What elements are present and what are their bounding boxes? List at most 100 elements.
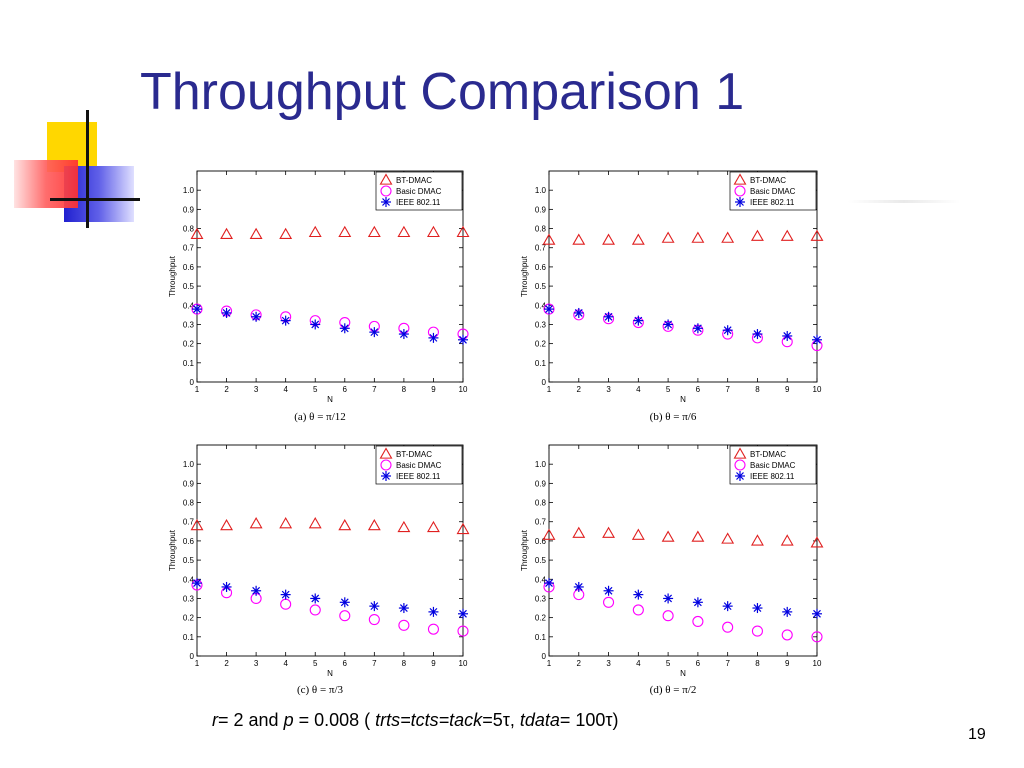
y-tick-label: 0.5: [183, 282, 195, 291]
legend-marker-circle: [380, 459, 392, 471]
legend-entry: Basic DMAC: [750, 187, 796, 196]
data-point-circle: [662, 610, 674, 622]
data-point-asterisk: [221, 581, 232, 592]
data-point-asterisk: [722, 601, 733, 612]
data-point-triangle: [308, 517, 322, 529]
chart-panel-3: 0 0.1 0.2 0.3 0.4 0.5 0.6 0.7 0.8 0.9 1.0 1 2 3 4 5 6 7 8 9…: [168, 444, 470, 696]
y-tick-label: 0.6: [535, 537, 547, 546]
panel-caption: (b) θ = π/6: [650, 411, 697, 423]
data-point-triangle: [691, 231, 705, 243]
horizontal-line: [50, 198, 140, 201]
data-point-triangle: [750, 229, 764, 241]
data-point-asterisk: [573, 581, 584, 592]
y-tick-label: 0.6: [183, 263, 195, 272]
legend-marker-circle: [734, 459, 746, 471]
x-tick-label: 4: [283, 385, 288, 394]
data-point-circle: [603, 596, 615, 608]
y-tick-label: 0.3: [183, 594, 195, 603]
data-point-triangle: [602, 526, 616, 538]
x-tick-label: 4: [283, 659, 288, 668]
y-axis-label: Throughput: [168, 255, 177, 297]
legend-entry: IEEE 802.11: [750, 472, 795, 481]
x-tick-label: 10: [459, 385, 468, 394]
x-tick-label: 1: [547, 659, 552, 668]
x-tick-label: 2: [577, 385, 582, 394]
data-point-asterisk: [782, 606, 793, 617]
data-point-triangle: [750, 534, 764, 546]
data-point-triangle: [602, 233, 616, 245]
caption-p-value: = 0.008 (: [293, 710, 376, 730]
y-tick-label: 0.4: [183, 301, 195, 310]
y-tick-label: 0.7: [535, 518, 547, 527]
y-tick-label: 0.1: [183, 359, 195, 368]
x-tick-label: 8: [402, 385, 407, 394]
chart-panel-1: 0 0.1 0.2 0.3 0.4 0.5 0.6 0.7 0.8 0.9 1.0 1 2 3 4 5 6 7 8 9…: [168, 170, 470, 423]
y-tick-label: 0: [542, 652, 547, 661]
legend-marker-circle: [734, 185, 746, 197]
data-point-asterisk: [428, 606, 439, 617]
y-tick-label: 0: [542, 378, 547, 387]
data-point-circle: [722, 621, 734, 633]
y-tick-label: 0.8: [183, 499, 195, 508]
data-point-circle: [692, 615, 704, 628]
y-tick-label: 0.9: [183, 205, 195, 214]
caption-times-value: =5τ,: [482, 710, 520, 730]
caption-r-label: r: [212, 710, 218, 730]
data-point-circle: [427, 623, 439, 635]
data-point-triangle: [426, 520, 440, 533]
data-point-asterisk: [752, 603, 763, 614]
x-tick-label: 5: [666, 659, 671, 668]
x-tick-label: 4: [636, 659, 641, 668]
y-tick-label: 0.3: [535, 594, 547, 603]
data-point-triangle: [279, 517, 293, 529]
data-point-triangle: [308, 225, 322, 238]
y-tick-label: 0.4: [183, 575, 195, 584]
y-tick-label: 0.6: [535, 263, 547, 272]
data-point-triangle: [542, 233, 556, 245]
x-tick-label: 9: [785, 385, 790, 394]
legend-entry: IEEE 802.11: [396, 198, 441, 207]
data-point-triangle: [691, 530, 705, 542]
caption-times-label: trts=tcts=tack: [375, 710, 483, 730]
x-tick-label: 6: [696, 385, 701, 394]
y-tick-label: 0.2: [183, 614, 195, 623]
data-point-asterisk: [692, 323, 703, 334]
y-tick-label: 0.9: [183, 479, 195, 488]
x-tick-label: 1: [547, 385, 552, 394]
data-point-circle: [751, 625, 763, 637]
data-point-triangle: [279, 227, 293, 239]
legend-marker-asterisk: [381, 197, 391, 207]
data-point-circle: [309, 604, 321, 616]
x-tick-label: 8: [755, 659, 760, 668]
x-tick-label: 10: [813, 659, 822, 668]
caption-r-value: = 2 and: [218, 710, 284, 730]
y-tick-label: 0.2: [183, 340, 195, 349]
legend-entry: Basic DMAC: [396, 187, 442, 196]
data-point-triangle: [661, 231, 675, 243]
data-point-asterisk: [369, 327, 380, 338]
x-tick-label: 2: [224, 385, 229, 394]
legend-entry: BT-DMAC: [750, 450, 786, 459]
x-tick-label: 9: [431, 385, 436, 394]
y-tick-label: 0.5: [183, 556, 195, 565]
y-tick-label: 0.9: [535, 479, 547, 488]
y-tick-label: 0.1: [535, 633, 547, 642]
x-tick-label: 2: [577, 659, 582, 668]
y-tick-label: 1.0: [535, 186, 547, 195]
x-axis-label: N: [680, 669, 686, 678]
data-point-triangle: [810, 536, 824, 548]
data-point-asterisk: [458, 608, 468, 619]
panel-caption: (a) θ = π/12: [294, 411, 346, 423]
x-tick-label: 5: [313, 385, 318, 394]
y-tick-label: 0.7: [535, 244, 547, 253]
legend-box: [729, 171, 817, 211]
y-tick-label: 0.8: [535, 499, 547, 508]
x-tick-label: 3: [254, 659, 259, 668]
panel-caption: (c) θ = π/3: [297, 684, 344, 696]
parameters-caption: r= 2 and p = 0.008 ( trts=tcts=tack=5τ, …: [212, 710, 619, 731]
x-tick-label: 6: [343, 385, 348, 394]
decorative-corner-graphic: [14, 110, 144, 230]
data-point-triangle: [249, 227, 263, 239]
panel-caption: (d) θ = π/2: [650, 684, 697, 696]
y-tick-label: 0.7: [183, 244, 195, 253]
